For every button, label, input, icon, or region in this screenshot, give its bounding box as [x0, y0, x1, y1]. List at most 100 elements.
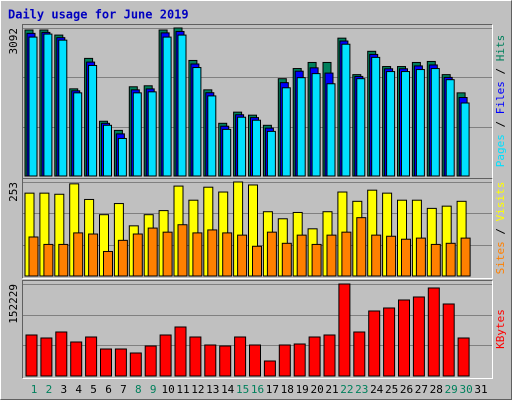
bar — [43, 243, 54, 277]
bar — [338, 283, 351, 377]
y-tick-label: 3092 — [7, 28, 20, 55]
bar — [88, 64, 98, 177]
bar — [40, 337, 53, 377]
bar — [207, 95, 217, 177]
bar — [341, 43, 351, 177]
bar — [219, 345, 232, 377]
bar — [356, 217, 367, 277]
bar — [192, 232, 203, 277]
x-tick-label: 31 — [474, 383, 487, 396]
bar — [278, 344, 291, 377]
x-tick-label: 11 — [176, 383, 189, 396]
bar — [445, 242, 456, 277]
bar — [237, 234, 248, 277]
legend-entry: Hits — [494, 35, 507, 62]
bar — [311, 73, 321, 177]
bar — [296, 234, 307, 277]
bar — [252, 119, 261, 177]
bar — [415, 237, 426, 277]
bar — [356, 78, 366, 177]
bar — [371, 234, 382, 277]
bar — [129, 352, 142, 377]
bar — [25, 334, 38, 377]
y-tick-label: 152229 — [7, 284, 20, 324]
bar — [103, 124, 112, 177]
legend-entry: Sites — [494, 241, 507, 274]
x-tick-label: 30 — [459, 383, 472, 396]
panel-edge-dark — [22, 178, 493, 279]
x-tick-label: 6 — [105, 383, 112, 396]
panel-edge-light — [22, 178, 493, 279]
bar — [415, 69, 425, 177]
legend: Sites / Visits — [494, 182, 507, 275]
bar — [177, 34, 187, 177]
legend-separator: / — [494, 221, 507, 241]
x-tick-label: 1 — [31, 383, 38, 396]
bar — [281, 87, 291, 177]
bar — [281, 242, 292, 277]
x-tick-label: 2 — [46, 383, 53, 396]
legend-entry: Pages — [494, 134, 507, 167]
x-tick-label: 16 — [251, 383, 264, 396]
x-tick-label: 14 — [221, 383, 235, 396]
x-tick-label: 13 — [206, 383, 219, 396]
bar — [237, 116, 247, 177]
bar — [368, 310, 381, 377]
bar — [460, 102, 470, 177]
x-tick-label: 10 — [161, 383, 174, 396]
bar — [442, 303, 455, 377]
legend-entry: Visits — [494, 182, 507, 222]
bar — [308, 336, 321, 377]
bar — [58, 39, 68, 177]
bar — [55, 331, 68, 377]
x-tick-label: 20 — [310, 383, 323, 396]
bar — [252, 245, 262, 277]
bar — [401, 71, 410, 177]
x-tick-label: 3 — [60, 383, 67, 396]
panel-edge-dark — [22, 24, 493, 179]
bar — [326, 234, 337, 277]
x-tick-label: 25 — [385, 383, 398, 396]
bar — [177, 224, 188, 277]
x-tick-label: 23 — [355, 383, 368, 396]
bar — [427, 287, 440, 377]
x-tick-label: 26 — [400, 383, 413, 396]
bar — [192, 67, 202, 177]
bar — [383, 307, 396, 377]
x-tick-label: 22 — [340, 383, 353, 396]
bar — [222, 232, 233, 277]
bar — [132, 92, 142, 177]
x-tick-label: 19 — [296, 383, 309, 396]
bar — [100, 348, 112, 377]
bar — [70, 341, 83, 377]
bar — [114, 348, 127, 377]
bar — [103, 250, 113, 277]
bar — [293, 343, 306, 377]
x-tick-label: 12 — [191, 383, 204, 396]
bar — [58, 243, 69, 277]
x-tick-label: 29 — [445, 383, 458, 396]
bar — [174, 326, 187, 377]
bar — [430, 68, 440, 177]
bar — [28, 36, 38, 177]
bar — [401, 238, 411, 277]
bar — [457, 337, 470, 377]
bar — [323, 334, 336, 377]
bar — [204, 344, 217, 377]
legend: KBytes — [494, 309, 507, 349]
bar — [398, 299, 410, 377]
bar — [162, 36, 172, 177]
bar — [326, 83, 336, 177]
legend-separator: / — [494, 61, 507, 81]
y-tick-label: 253 — [7, 182, 20, 202]
x-tick-label: 9 — [150, 383, 157, 396]
bar — [371, 56, 381, 177]
bar — [266, 130, 276, 177]
bar — [263, 360, 276, 377]
x-tick-label: 4 — [75, 383, 82, 396]
bar — [353, 331, 366, 377]
x-tick-label: 18 — [281, 383, 294, 396]
legend: Pages / Files / Hits — [494, 35, 507, 168]
